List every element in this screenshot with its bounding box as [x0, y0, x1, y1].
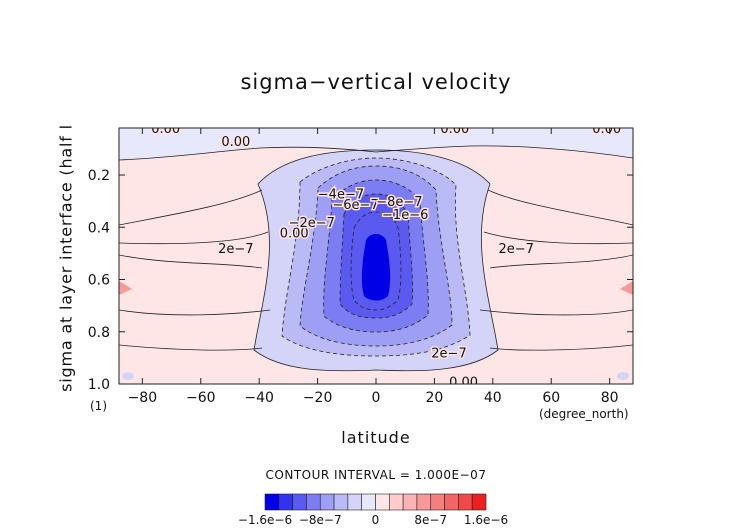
contour-line-right-3	[489, 254, 633, 269]
colorbar-swatch	[306, 493, 321, 511]
contour-label: −8e−7	[376, 195, 422, 210]
y-tick-label: 0.4	[88, 220, 110, 236]
x-tick-label: −60	[186, 390, 216, 406]
colorbar-swatch	[458, 493, 473, 511]
x-axis-label: latitude	[341, 428, 411, 447]
contour-label: 0.00	[280, 226, 309, 241]
negative-region-top	[119, 128, 633, 160]
colorbar-tick-label: 1.6e−6	[464, 513, 508, 527]
contour-line-right-1	[487, 189, 633, 226]
y-axis: 0.2 0.4 0.6 0.8 1.0	[88, 168, 633, 393]
negative-spot-left	[122, 372, 134, 380]
colorbar-swatch	[278, 493, 293, 511]
contour-line-neg-3	[323, 179, 429, 333]
contour-line-zero-outer	[253, 149, 499, 372]
x-tick-label: −20	[303, 390, 333, 406]
colorbar-swatch	[471, 493, 487, 511]
x-tick-label: 40	[484, 390, 502, 406]
colorbar-swatch	[375, 493, 390, 511]
y-tick-label: 0.2	[88, 168, 110, 184]
colorbar-swatch	[347, 493, 362, 511]
contour-line-neg-4	[339, 193, 413, 319]
colorbar-swatch	[264, 493, 280, 511]
chart-title: sigma−vertical velocity	[240, 70, 512, 94]
contour-line-neg-1	[281, 157, 471, 357]
colorbar-swatch	[361, 493, 376, 511]
colorbar-swatch	[416, 493, 432, 511]
contour-label: 0.00	[592, 122, 621, 137]
contour-label: 0.00	[440, 122, 469, 137]
colorbar-swatch	[333, 493, 349, 511]
contour-label: −1e−6	[382, 208, 428, 223]
x-tick-label: 80	[601, 390, 619, 406]
colorbar-tick-label: −1.6e−6	[238, 513, 292, 527]
y-tick-label: 0.8	[88, 325, 110, 341]
contour-label: 2e−7	[218, 242, 253, 257]
colorbar-swatch	[292, 493, 307, 511]
contour-label: −4e−7	[318, 187, 364, 202]
y-axis-label: sigma at layer interface (half l	[56, 124, 76, 392]
contour-label: −6e−7	[332, 198, 378, 213]
contour-line-right-5	[489, 344, 633, 351]
colorbar-tick-label: −8e−7	[299, 513, 342, 527]
x-axis: −80 −60 −40 −20 0 20 40 60 80	[128, 128, 619, 406]
x-tick-label: −40	[244, 390, 274, 406]
positive-spot-left	[119, 281, 132, 295]
colorbar-swatch	[444, 493, 459, 511]
contour-line-left-4	[119, 309, 271, 316]
x-tick-label: 20	[425, 390, 443, 406]
colorbar-swatch	[389, 493, 404, 511]
positive-spot-right	[620, 281, 633, 295]
contour-interval-label: CONTOUR INTERVAL = 1.000E−07	[265, 468, 487, 482]
x-tick-label: 60	[542, 390, 560, 406]
x-tick-label: 0	[372, 390, 381, 406]
contour-line-right-2	[483, 231, 633, 245]
contour-line-right-4	[479, 309, 633, 316]
contour-line-zero-top	[119, 145, 633, 161]
colorbar-swatch	[430, 493, 445, 511]
contour-line-left-2	[119, 231, 269, 245]
colorbar-swatch	[319, 493, 335, 511]
y-tick-label: 1.0	[88, 377, 110, 393]
contour-label: −2e−7	[289, 216, 335, 231]
contour-label: 0.00	[151, 122, 180, 137]
contour-label: 0.00	[449, 375, 478, 390]
downdraft-core	[361, 234, 391, 301]
contour-label: 2e−7	[498, 242, 533, 257]
contour-line-left-3	[119, 254, 263, 269]
contour-label: 0.00	[221, 135, 250, 150]
colorbar-tick-label: 0	[372, 513, 380, 527]
x-tick-label: −80	[128, 390, 158, 406]
contour-line-neg-2	[299, 165, 453, 347]
colorbar: −1.6e−6 −8e−7 0 8e−7 1.6e−6	[238, 493, 508, 527]
y-tick-label: 0.6	[88, 273, 110, 289]
contour-label: 2e−7	[431, 347, 466, 362]
negative-spot-right	[617, 372, 629, 380]
contour-line-neg-5	[350, 211, 402, 311]
contour-line-left-1	[119, 189, 263, 226]
y-axis-unit: (1)	[90, 399, 107, 413]
x-axis-unit: (degree_north)	[539, 407, 629, 421]
colorbar-swatch	[402, 493, 418, 511]
contour-line-left-5	[119, 344, 263, 351]
colorbar-tick-label: 8e−7	[414, 513, 447, 527]
